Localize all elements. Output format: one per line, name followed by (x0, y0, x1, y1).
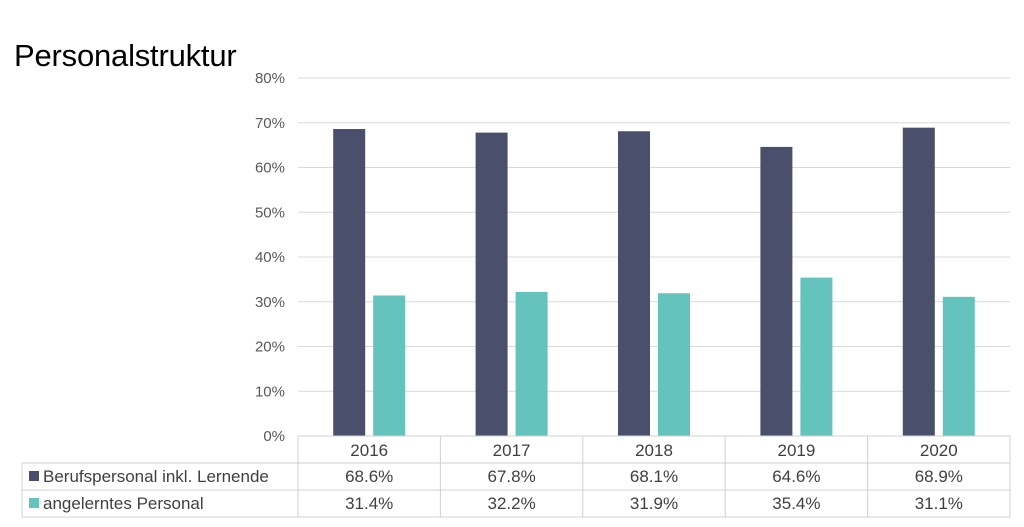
data-table-value: 35.4% (772, 494, 820, 513)
y-tick-label: 10% (255, 383, 285, 400)
y-tick-label: 50% (255, 204, 285, 221)
y-tick-label: 70% (255, 115, 285, 132)
bar-berufspersonal-2020 (902, 127, 935, 437)
bars (333, 127, 975, 437)
legend-label: Berufspersonal inkl. Lernende (43, 467, 269, 486)
x-category-label: 2019 (777, 441, 815, 460)
bar-angelerntes-2020 (942, 296, 975, 436)
bar-angelerntes-2016 (373, 295, 406, 436)
legend-label: angelerntes Personal (43, 494, 204, 513)
chart-title: Personalstruktur (14, 38, 237, 73)
bar-berufspersonal-2018 (618, 131, 650, 436)
legend-swatch (29, 471, 39, 481)
y-tick-label: 20% (255, 339, 285, 356)
y-tick-label: 30% (255, 294, 285, 311)
data-table: 2016 2017 2018 2019 2020 Berufspersonal inkl.… (21, 435, 1011, 518)
data-table-value: 68.9% (915, 467, 963, 486)
grid-lines (298, 77, 1010, 392)
bar-angelerntes-2018 (658, 293, 690, 436)
data-table-value: 67.8% (487, 467, 535, 486)
y-axis-ticks: 0% 10% 20% 30% 40% 50% 60% 70% 80% (255, 70, 285, 445)
data-table-value: 68.6% (345, 467, 393, 486)
x-category-label: 2016 (350, 441, 388, 460)
data-table-value: 31.9% (630, 494, 678, 513)
y-tick-label: 0% (263, 428, 285, 445)
data-table-value: 31.1% (915, 494, 963, 513)
data-table-value: 31.4% (345, 494, 393, 513)
bar-angelerntes-2019 (800, 277, 833, 436)
x-category-label: 2018 (635, 441, 673, 460)
y-tick-label: 60% (255, 160, 285, 177)
y-tick-label: 80% (255, 70, 285, 87)
bar-angelerntes-2017 (515, 291, 548, 436)
legend-swatch (29, 498, 39, 508)
x-category-label: 2020 (920, 441, 958, 460)
data-table-value: 32.2% (487, 494, 535, 513)
data-table-value: 68.1% (630, 467, 678, 486)
bar-berufspersonal-2019 (760, 146, 793, 437)
bar-berufspersonal-2016 (333, 129, 366, 436)
data-table-value: 64.6% (772, 467, 820, 486)
bar-berufspersonal-2017 (475, 132, 508, 436)
y-tick-label: 40% (255, 249, 285, 266)
x-category-label: 2017 (493, 441, 531, 460)
